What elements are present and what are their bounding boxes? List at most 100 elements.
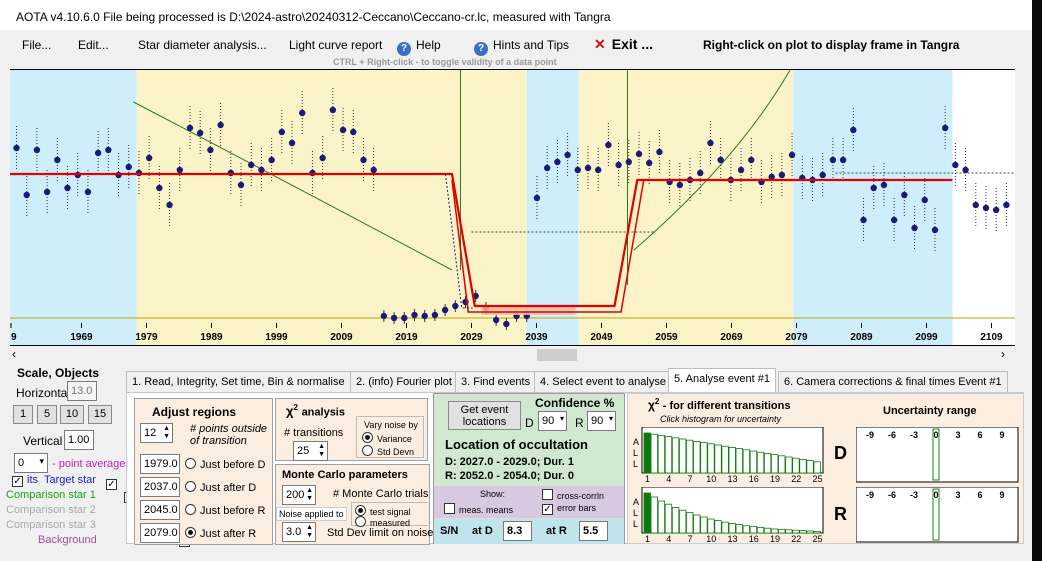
light-curve-plot[interactable]: 9 1969 1979 1989 1999 2009 2019 2029 2039 2049 205… [10,69,1015,346]
meas-means-checkbox[interactable] [444,503,455,514]
plot-horizontal-scrollbar[interactable]: ‹ › [10,347,1015,363]
radio-button[interactable] [185,504,196,515]
tab-fourier-plot[interactable]: 2. (info) Fourier plot [350,371,458,392]
variance-radio[interactable]: Variance [362,432,412,444]
region-field-2[interactable]: 2037.0 [140,477,180,497]
scale-button-10[interactable]: 10 [60,405,84,424]
r-uncertainty-tick-label: -9 [866,490,874,500]
transitions-stepper[interactable]: 25 ▲ ▼ [293,441,328,461]
data-point [43,188,51,196]
spin-arrows-icon: ▲ ▼ [163,425,170,440]
tab-read-integrity[interactable]: 1. Read, Integrity, Set time, Bin & norm… [126,371,351,392]
target-star-checkbox[interactable]: ✓ [12,476,23,487]
region-radio-4[interactable]: Just after R [185,527,256,540]
horizontal-scale-field[interactable]: 13.0 [67,381,97,401]
tab-find-events[interactable]: 3. Find events [455,371,537,392]
data-point [788,151,796,159]
points-outside-stepper[interactable]: 12 ▲ ▼ [140,423,173,443]
target-star-plot-checkbox[interactable]: ✓ [106,479,117,490]
data-point [329,106,337,114]
region-radio-3[interactable]: Just before R [185,504,265,517]
star-diameter-menu[interactable]: Star diameter analysis... [138,38,267,52]
radio-button[interactable] [362,445,373,456]
region-label-1: Just before D [200,459,266,471]
r-histogram-bar [664,503,673,534]
hints-label: Hints and Tips [493,38,570,52]
d-uncertainty-tick-label: 3 [955,430,960,440]
error-bars-checkbox[interactable]: ✓ [542,504,553,515]
trials-stepper[interactable]: 200 ▲ ▼ [282,485,316,505]
scale-button-15[interactable]: 15 [88,405,112,424]
comparison-star-3-label: Comparison star 3 [6,519,96,531]
radio-button[interactable] [362,432,373,443]
d-uncertainty-tick-label: 9 [999,430,1004,440]
help-menu[interactable]: ? Help [397,38,441,56]
vertical-scale-field[interactable]: 1.00 [64,430,94,450]
file-menu[interactable]: File... [22,38,52,52]
measured-radio[interactable]: measured [355,516,410,528]
get-event-locations-button[interactable]: Get event locations [448,401,521,430]
d-histogram-bar [742,449,751,474]
cross-corrln-option[interactable]: cross-corrln [542,489,604,501]
vertical-label: Vertical [23,434,63,448]
radio-button[interactable] [355,516,366,527]
vary-noise-group: Vary noise by Variance Std Devn [356,416,424,458]
scale-button-5[interactable]: 5 [37,405,57,424]
error-bars-option[interactable]: ✓ error bars [542,503,596,515]
edit-menu[interactable]: Edit... [78,38,109,52]
scale-button-1[interactable]: 1 [13,405,33,424]
data-point [594,166,602,174]
points-outside-value: 12 [144,427,157,439]
confidence-d-select[interactable]: 90 ▾ [538,411,567,431]
d-uncertainty-tick-label: -9 [866,430,874,440]
data-point [839,156,847,164]
r-histogram-tick-label: 19 [770,534,780,543]
plot-canvas[interactable]: 9 1969 1979 1989 1999 2009 2019 2029 2039 2049 205… [10,70,1015,346]
fit-region-left [136,70,459,345]
confidence-d-value: 90 [542,415,555,427]
tab-analyse-event[interactable]: 5. Analyse event #1 [668,368,777,392]
std-devn-radio[interactable]: Std Devn [362,445,414,457]
region-field-4[interactable]: 2079.0 [140,523,180,543]
region-radio-2[interactable]: Just after D [185,481,256,494]
std-limit-stepper[interactable]: 3.0 ▲ ▼ [282,522,316,542]
std-devn-label: Std Devn [377,447,415,457]
region-field-1[interactable]: 1979.0 [140,454,180,474]
point-average-select[interactable]: 0 ▾ [14,453,48,473]
confidence-r-select[interactable]: 90 ▾ [587,411,616,431]
chi-superscript: 2 [293,403,298,412]
r-uncertainty-frame [856,487,1019,543]
exit-menu[interactable]: ✕ Exit ... [594,36,653,53]
radio-button[interactable] [185,481,196,492]
tab-select-event[interactable]: 4. Select event to analyse [534,371,672,392]
x-tick-label: 2039 [525,332,548,343]
data-point [390,314,398,322]
data-point [166,201,173,209]
d-histogram-bar [721,445,729,474]
meas-means-option[interactable]: meas. means [444,503,513,515]
d-histogram-tick-label: 4 [666,474,671,483]
chevron-down-icon: ▾ [559,414,564,423]
d-uncertainty-tick-label: -3 [910,430,918,440]
event-baseline-region [526,70,579,345]
data-point [401,314,408,322]
scroll-right-icon[interactable]: › [1001,347,1005,361]
cross-corrln-checkbox[interactable] [542,489,553,500]
radio-button[interactable] [185,458,196,469]
region-field-3[interactable]: 2045.0 [140,500,180,520]
radio-button[interactable] [355,505,366,516]
tab-camera-corrections[interactable]: 6. Camera corrections & final times Even… [778,371,1008,392]
region-radio-1[interactable]: Just before D [185,458,265,471]
scrollbar-thumb[interactable] [537,349,577,361]
light-curve-report-menu[interactable]: Light curve report [289,38,383,52]
radio-button[interactable] [185,527,196,538]
target-star-row[interactable]: ✓ its Target star [12,474,96,487]
d-histogram-bar [686,439,694,474]
test-signal-radio[interactable]: test signal [355,505,411,517]
hints-menu[interactable]: ? Hints and Tips [474,38,569,56]
target-star-label: Target star [44,474,96,486]
error-bars-label: error bars [557,503,597,513]
scroll-left-icon[interactable]: ‹ [12,347,16,361]
